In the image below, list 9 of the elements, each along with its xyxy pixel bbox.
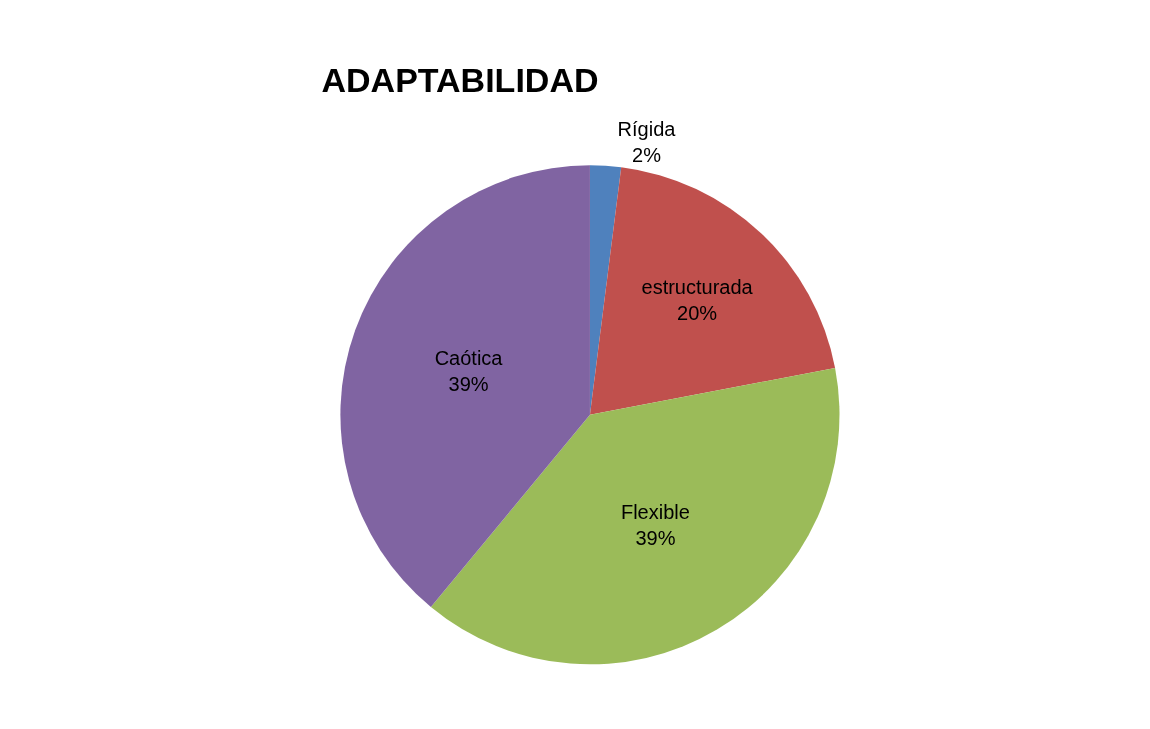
chart-title: ADAPTABILIDAD	[321, 61, 599, 100]
data-label: 2%	[632, 143, 662, 166]
data-label: 39%	[448, 373, 489, 396]
slice-label: Flexible	[620, 501, 690, 524]
slice-label: Caótica	[434, 347, 504, 370]
slice-label: Rígida	[617, 117, 677, 140]
data-label: 20%	[677, 302, 718, 325]
data-label: 39%	[635, 527, 676, 550]
slice-label: estructurada	[641, 276, 754, 299]
